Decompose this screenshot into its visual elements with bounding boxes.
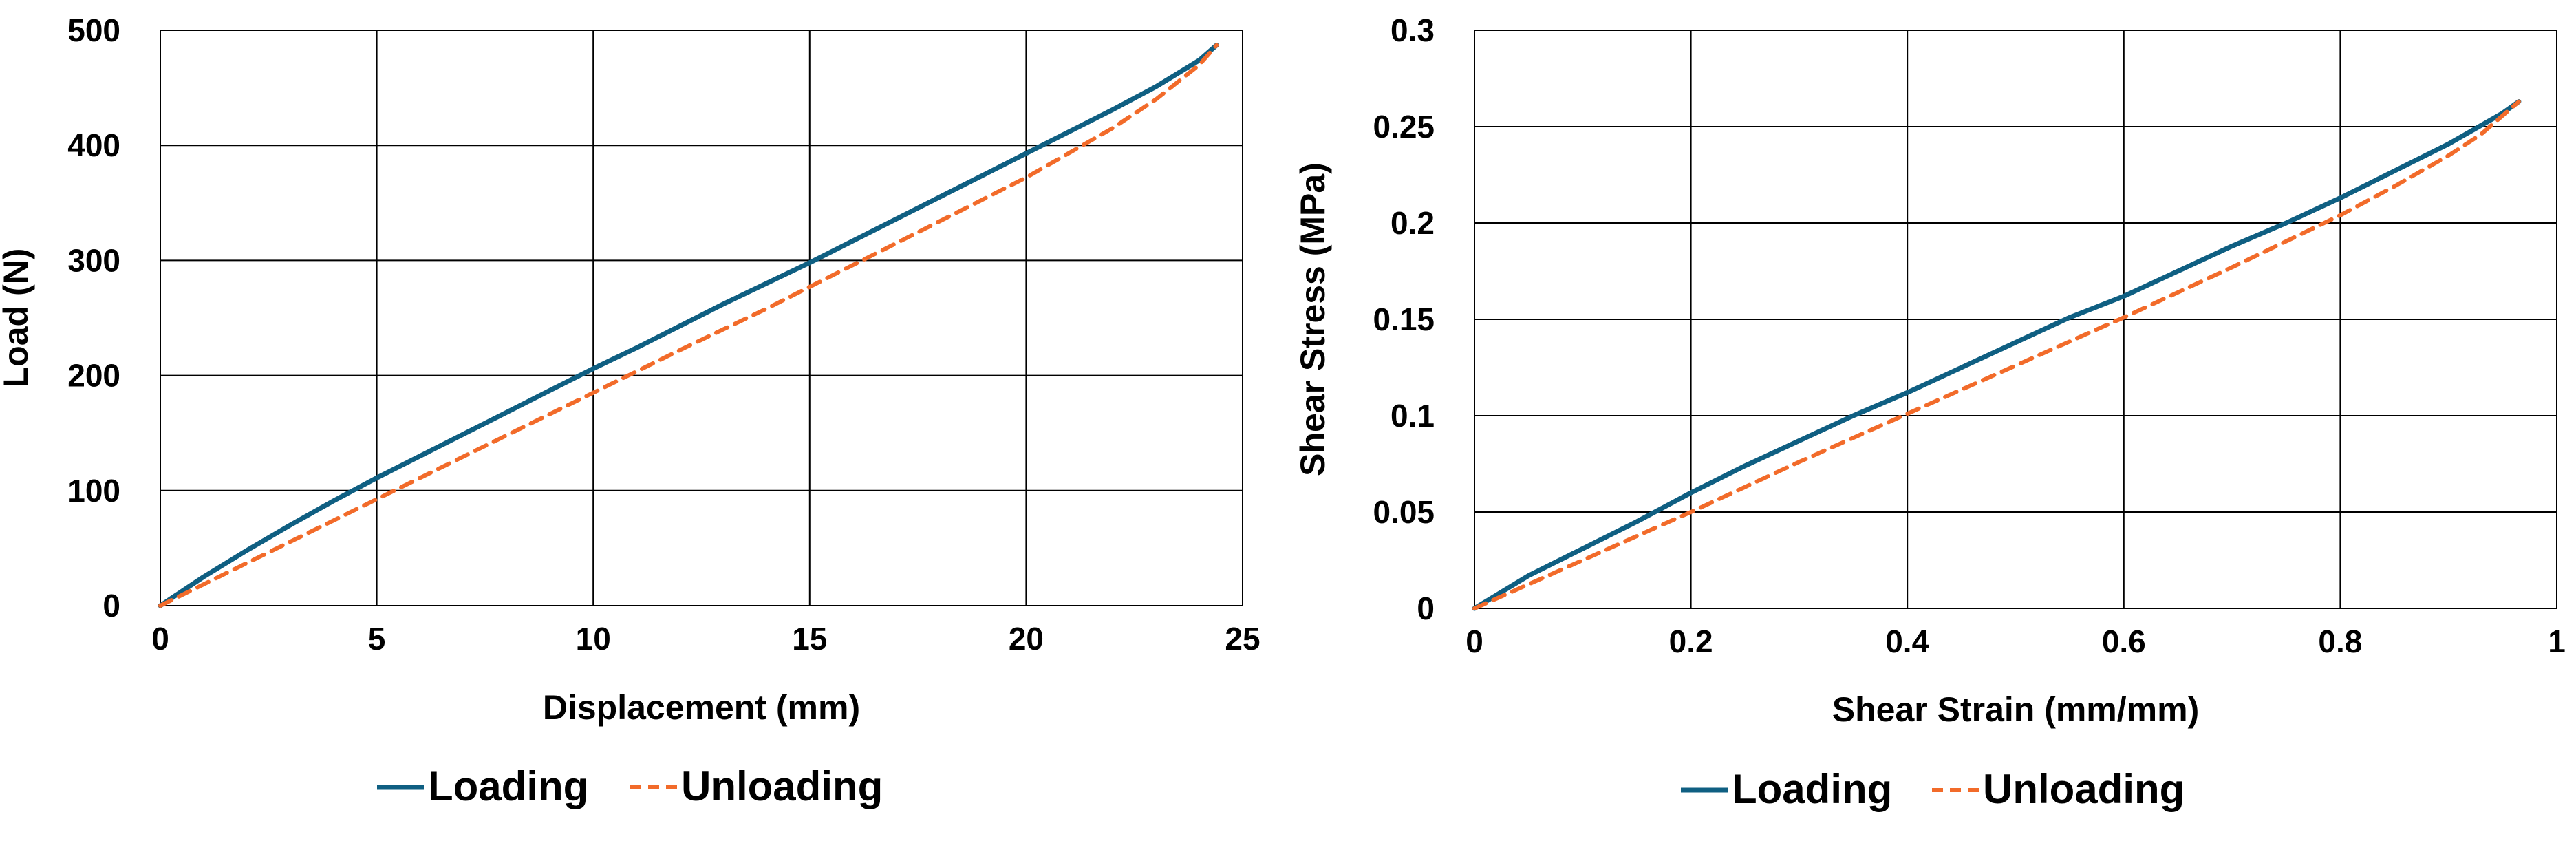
x-tick-label: 0 bbox=[151, 621, 169, 657]
legend-label-unloading: Unloading bbox=[681, 763, 883, 809]
y-tick-label: 200 bbox=[67, 358, 120, 394]
legend-label-loading: Loading bbox=[428, 763, 588, 809]
x-tick-label: 25 bbox=[1225, 621, 1260, 657]
x-tick-label: 1 bbox=[2548, 624, 2566, 659]
x-axis-title: Displacement (mm) bbox=[543, 688, 860, 727]
series-line-unloading bbox=[1472, 99, 2521, 610]
load-displacement-chart: 0 5 10 15 20 25 0 100 200 300 400 500 Displacement (… bbox=[0, 12, 1260, 809]
x-tick-label: 20 bbox=[1009, 621, 1044, 657]
x-tick-label: 10 bbox=[576, 621, 611, 657]
y-tick-label: 100 bbox=[67, 473, 120, 509]
x-tick-label: 0.2 bbox=[1669, 624, 1713, 659]
y-tick-label: 0 bbox=[103, 588, 120, 624]
series-line-loading bbox=[1472, 99, 2522, 611]
y-tick-label: 0.15 bbox=[1373, 301, 1435, 337]
x-tick-label: 15 bbox=[792, 621, 827, 657]
y-tick-label: 0.25 bbox=[1373, 109, 1435, 145]
legend-label-unloading: Unloading bbox=[1983, 766, 2185, 812]
y-axis-title: Load (N) bbox=[0, 248, 35, 388]
x-axis-title: Shear Strain (mm/mm) bbox=[1832, 690, 2199, 729]
y-tick-label: 0 bbox=[1417, 590, 1435, 626]
y-tick-label: 0.05 bbox=[1373, 494, 1435, 530]
x-tick-label: 5 bbox=[368, 621, 386, 657]
series-line-loading bbox=[158, 43, 1219, 608]
y-tick-label: 0.2 bbox=[1391, 205, 1435, 241]
y-tick-label: 400 bbox=[67, 127, 120, 163]
y-tick-label: 300 bbox=[67, 242, 120, 278]
y-tick-label: 500 bbox=[67, 12, 120, 48]
y-axis-title: Shear Stress (MPa) bbox=[1294, 162, 1332, 476]
shear-stress-strain-chart: 0 0.2 0.4 0.6 0.8 1 0 0.05 0.1 0.15 0.2 0.25 0.3 Shea… bbox=[1294, 12, 2566, 812]
x-tick-label: 0 bbox=[1466, 624, 1483, 659]
x-tick-label: 0.6 bbox=[2102, 624, 2146, 659]
x-tick-label: 0.4 bbox=[1885, 624, 1929, 659]
y-tick-label: 0.3 bbox=[1391, 12, 1435, 48]
y-tick-label: 0.1 bbox=[1391, 398, 1435, 434]
x-tick-label: 0.8 bbox=[2318, 624, 2362, 659]
series-line-unloading bbox=[158, 43, 1219, 608]
legend-label-loading: Loading bbox=[1732, 766, 1892, 812]
